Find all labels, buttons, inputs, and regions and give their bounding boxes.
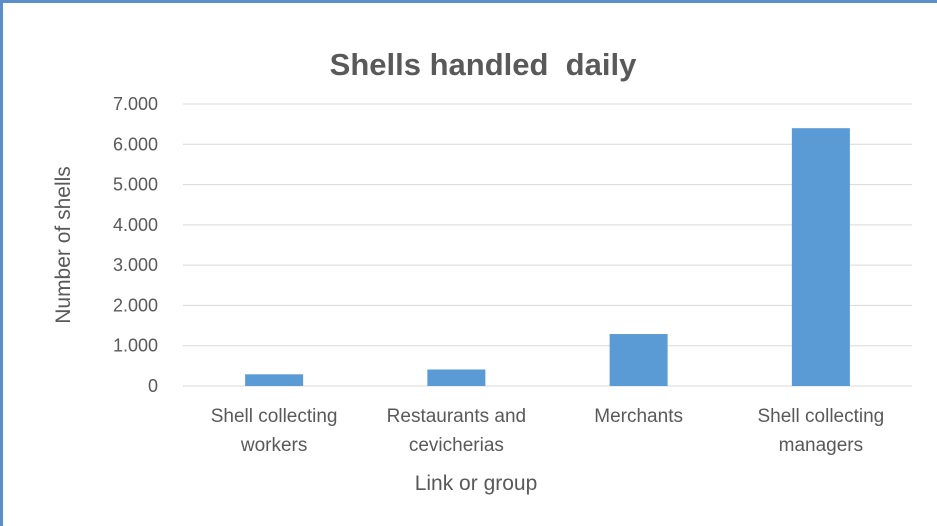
- bar: [245, 374, 304, 386]
- y-tick-label: 0: [148, 376, 158, 396]
- bar: [609, 334, 668, 386]
- y-tick-label: 1.000: [113, 336, 158, 356]
- gridlines: [183, 103, 912, 387]
- y-tick-label: 3.000: [113, 255, 158, 275]
- bars: [245, 128, 850, 386]
- category-label: Merchants: [594, 406, 683, 427]
- bar: [427, 369, 486, 386]
- category-label: Shell collecting managers: [758, 406, 885, 456]
- category-label: Restaurants and cevicherias: [387, 406, 526, 456]
- category-labels: Shell collecting workers Restaurants and ce…: [211, 406, 885, 456]
- y-axis-title: Number of shells: [52, 166, 75, 324]
- chart-title: Shells handled daily: [330, 47, 637, 82]
- x-axis-title: Link or group: [415, 472, 538, 495]
- bar: [791, 128, 850, 386]
- y-tick-label: 6.000: [113, 134, 158, 154]
- y-tick-label: 2.000: [113, 295, 158, 315]
- category-label: Shell collecting workers: [211, 406, 338, 456]
- y-tick-label: 7.000: [113, 94, 158, 114]
- y-tick-label: 4.000: [113, 215, 158, 235]
- y-tick-labels: 0 1.000 2.000 3.000 4.000 5.000 6.000 7.000: [113, 94, 158, 396]
- y-tick-label: 5.000: [113, 175, 158, 195]
